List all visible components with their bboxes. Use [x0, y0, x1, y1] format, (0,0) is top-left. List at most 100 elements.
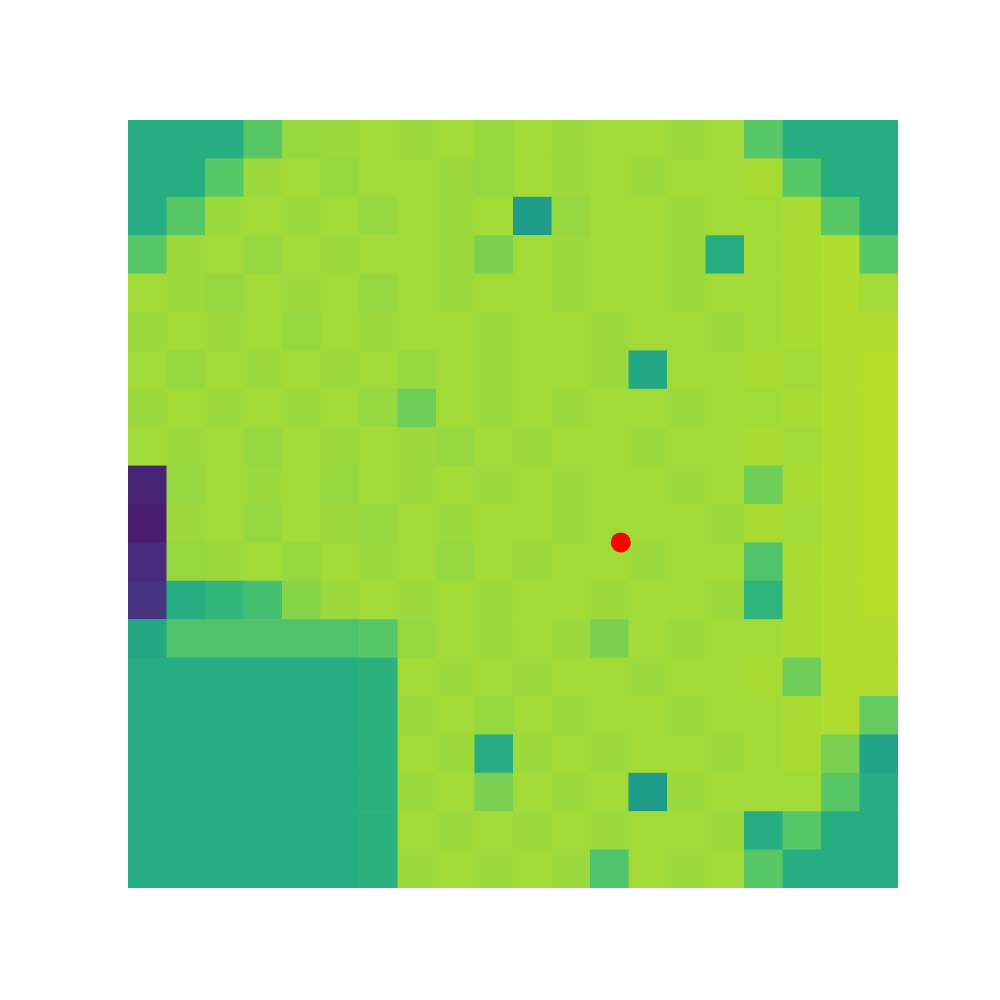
heatmap-cell	[398, 427, 437, 466]
heatmap-cell	[475, 427, 514, 466]
heatmap-cell	[552, 504, 591, 543]
heatmap-cell	[359, 274, 398, 313]
heatmap-cell	[205, 504, 244, 543]
heatmap-cell	[398, 274, 437, 313]
heatmap-cell	[167, 542, 206, 581]
heatmap-cell	[783, 235, 822, 274]
heatmap-cell	[282, 427, 321, 466]
heatmap-cell	[744, 504, 783, 543]
heatmap-cell	[128, 312, 167, 351]
heatmap-cell	[860, 427, 899, 466]
heatmap-cell	[590, 850, 629, 888]
heatmap-cell	[128, 158, 167, 197]
heatmap-cell	[629, 658, 668, 697]
heatmap-cell	[629, 696, 668, 735]
heatmap-cell	[167, 312, 206, 351]
heatmap-cell	[282, 312, 321, 351]
heatmap-cell	[282, 350, 321, 389]
heatmap-cell	[706, 120, 745, 159]
heatmap-cell	[282, 658, 321, 697]
heatmap-cell	[629, 235, 668, 274]
heatmap-cell	[282, 504, 321, 543]
heatmap-cell	[513, 619, 552, 658]
heatmap-cell	[128, 696, 167, 735]
heatmap-cell	[552, 427, 591, 466]
scatter-series	[611, 532, 631, 552]
heatmap-cell	[359, 542, 398, 581]
heatmap-cell	[244, 274, 283, 313]
heatmap-cell	[821, 235, 860, 274]
heatmap-cell	[205, 197, 244, 236]
heatmap-cells	[128, 120, 898, 888]
heatmap-cell	[282, 581, 321, 620]
heatmap-cell	[321, 658, 360, 697]
heatmap-cell	[205, 427, 244, 466]
heatmap-cell	[244, 427, 283, 466]
heatmap-cell	[282, 197, 321, 236]
heatmap-cell	[205, 235, 244, 274]
heatmap-cell	[282, 850, 321, 888]
heatmap-cell	[321, 274, 360, 313]
heatmap-cell	[783, 197, 822, 236]
heatmap-cell	[706, 619, 745, 658]
heatmap-cell	[321, 158, 360, 197]
heatmap-cell	[590, 658, 629, 697]
heatmap-cell	[244, 504, 283, 543]
heatmap-cell	[783, 658, 822, 697]
heatmap-cell	[629, 811, 668, 850]
heatmap-cell	[321, 197, 360, 236]
heatmap-cell	[244, 389, 283, 428]
heatmap-cell	[744, 120, 783, 159]
heatmap-cell	[321, 389, 360, 428]
heatmap-cell	[167, 811, 206, 850]
heatmap-cell	[513, 581, 552, 620]
heatmap-cell	[706, 427, 745, 466]
heatmap-cell	[321, 581, 360, 620]
heatmap-cell	[398, 581, 437, 620]
heatmap-cell	[359, 158, 398, 197]
heatmap-cell	[667, 504, 706, 543]
heatmap-cell	[128, 581, 167, 620]
heatmap-cell	[436, 504, 475, 543]
heatmap-cell	[128, 850, 167, 888]
heatmap-cell	[436, 120, 475, 159]
heatmap-cell	[128, 197, 167, 236]
heatmap-cell	[706, 696, 745, 735]
heatmap-cell	[552, 120, 591, 159]
heatmap-cell	[359, 235, 398, 274]
heatmap-cell	[706, 235, 745, 274]
heatmap-cell	[475, 619, 514, 658]
heatmap-cell	[706, 850, 745, 888]
heatmap-cell	[167, 504, 206, 543]
heatmap-cell	[244, 312, 283, 351]
heatmap-cell	[205, 466, 244, 505]
heatmap-cell	[321, 235, 360, 274]
heatmap-cell	[590, 696, 629, 735]
heatmap-cell	[783, 734, 822, 773]
heatmap-cell	[359, 197, 398, 236]
heatmap-cell	[706, 542, 745, 581]
heatmap-cell	[629, 274, 668, 313]
heatmap-cell	[552, 811, 591, 850]
heatmap-cell	[475, 658, 514, 697]
heatmap-cell	[244, 235, 283, 274]
heatmap-cell	[513, 235, 552, 274]
heatmap-cell	[783, 312, 822, 351]
heatmap-cell	[359, 658, 398, 697]
heatmap-cell	[475, 235, 514, 274]
heatmap-cell	[821, 389, 860, 428]
heatmap-cell	[821, 504, 860, 543]
heatmap-cell	[629, 734, 668, 773]
heatmap-cell	[821, 120, 860, 159]
heatmap-cell	[436, 158, 475, 197]
heatmap-cell	[167, 197, 206, 236]
heatmap-cell	[436, 811, 475, 850]
heatmap-cell	[398, 619, 437, 658]
heatmap-cell	[321, 350, 360, 389]
heatmap-cell	[475, 466, 514, 505]
heatmap-cell	[590, 120, 629, 159]
heatmap-cell	[552, 696, 591, 735]
map-figure	[0, 0, 1000, 1000]
heatmap-cell	[629, 850, 668, 888]
heatmap-cell	[128, 427, 167, 466]
